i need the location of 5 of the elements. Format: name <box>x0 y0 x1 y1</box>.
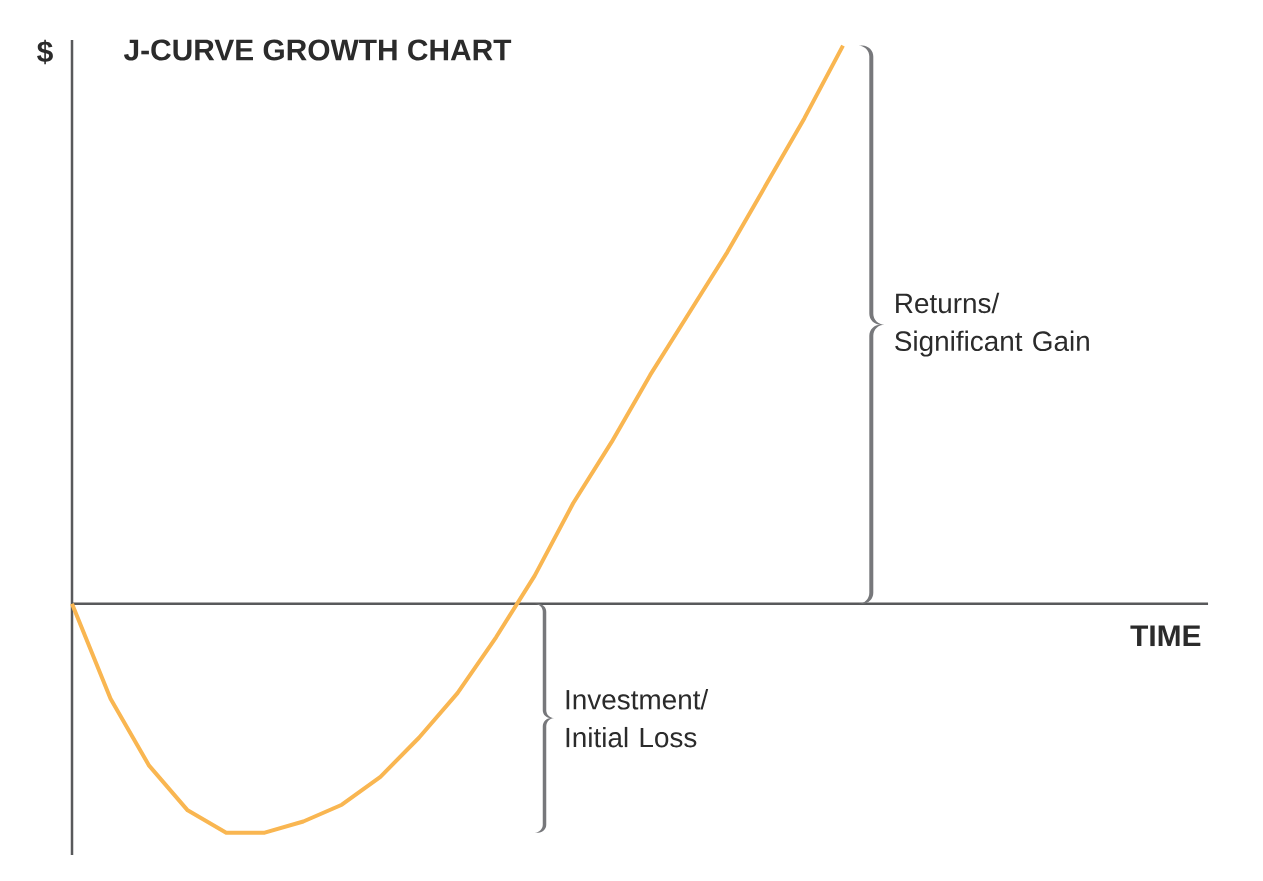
annotation: Investment/ Initial Loss <box>566 689 709 748</box>
text: Returns/ Significant Gain <box>895 292 1089 357</box>
y-axis-title: $ <box>37 39 53 65</box>
chart-title: J-CURVE GROWTH CHART <box>123 39 512 61</box>
text: TIME <box>1130 625 1201 647</box>
